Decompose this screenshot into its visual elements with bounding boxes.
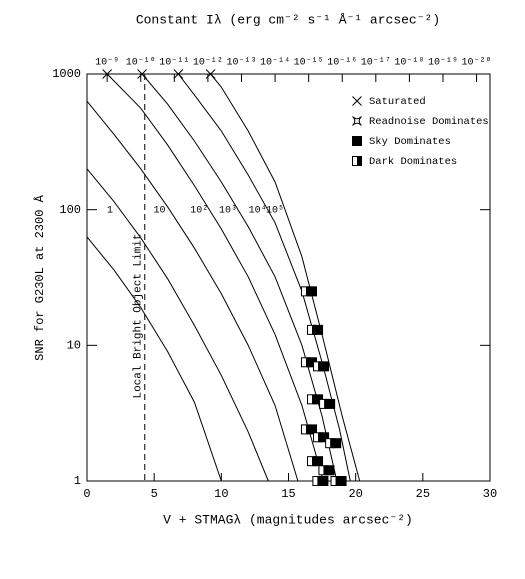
marker [137,69,147,79]
curve-label: 10² [190,205,208,216]
cross-shape [173,69,184,79]
x-tick-label: 30 [483,487,497,501]
top-tick-label: 10⁻¹⁸ [394,58,424,69]
marker [325,438,336,449]
marker [319,398,330,409]
star-shape [352,116,362,126]
x-tick-label: 10 [214,487,228,501]
bright-limit-label: Local Bright Object Limit [133,233,145,398]
half-fill [317,476,322,486]
x-axis-label: V + STMAGλ (magnitudes arcsec⁻²) [163,512,413,527]
x-tick-label: 20 [348,487,362,501]
top-tick-label: 10⁻¹¹ [159,58,189,69]
top-tick-label: 10⁻¹² [193,58,223,69]
y-axis-label: SNR for G230L at 2300 Å [32,194,47,360]
marker [318,465,329,476]
x-tick-label: 0 [83,487,90,501]
legend-symbol [352,156,362,166]
x-tick-label: 25 [416,487,430,501]
y-tick-label: 1 [74,474,81,488]
marker [307,324,318,335]
top-tick-label: 10⁻¹⁷ [361,58,391,69]
curve-label: 10 [153,205,165,216]
cross-shape [205,69,216,79]
cross-shape [352,96,362,106]
half-fill [312,394,317,404]
curve-label: 1 [107,205,113,216]
half-fill [318,361,323,371]
top-tick-label: 10⁻⁹ [95,58,119,69]
legend-label: Sky Dominates [369,136,451,148]
marker [102,69,113,79]
marker [300,424,311,435]
y-tick-label: 1000 [52,67,81,81]
legend-label: Dark Dominates [369,156,457,168]
top-tick-label: 10⁻¹⁶ [327,58,357,69]
half-fill [305,286,311,296]
top-tick-label: 10⁻¹⁹ [428,58,458,69]
square-shape [352,136,362,146]
top-tick-label: 10⁻¹³ [226,58,256,69]
marker [300,357,311,368]
curve [210,73,361,482]
curve-label: 10⁵ [266,205,284,216]
half-fill [305,424,311,434]
half-fill [330,438,335,448]
legend-symbol [352,136,362,146]
x-tick-label: 5 [151,487,158,501]
cross-shape [137,69,147,79]
top-tick-label: 10⁻¹⁴ [260,57,290,69]
half-fill [357,156,362,166]
marker [173,69,184,79]
half-fill [323,465,328,475]
marker [313,361,324,372]
marker [300,286,311,297]
marker [313,432,324,443]
half-fill [305,357,311,367]
marker [307,456,318,467]
marker [312,476,323,486]
legend-symbol [352,96,362,106]
curve [86,168,269,482]
curve [141,73,338,482]
legend-symbol [352,116,362,126]
y-tick-label: 100 [59,203,81,217]
half-fill [312,325,317,335]
half-fill [324,399,329,409]
legend-label: Readnoise Dominates [369,116,489,128]
half-fill [312,456,317,466]
y-tick-label: 10 [67,339,81,353]
curve-label: 10⁴ [249,204,267,216]
curve [106,73,324,482]
half-fill [318,432,323,442]
half-fill [335,476,341,486]
top-tick-label: 10⁻²⁰ [462,57,492,69]
top-tick-label: 10⁻¹⁵ [294,58,324,69]
top-tick-label: 10⁻¹⁰ [126,57,156,69]
curve [86,236,222,482]
legend-label: Saturated [369,96,426,108]
marker [307,394,318,405]
curve-label: 10³ [219,205,237,216]
curve [86,100,299,482]
marker [330,476,341,486]
marker [205,69,216,79]
chart-title: Constant Iλ (erg cm⁻² s⁻¹ Å⁻¹ arcsec⁻²) [136,12,440,27]
cross-shape [102,69,113,79]
x-tick-label: 15 [281,487,295,501]
